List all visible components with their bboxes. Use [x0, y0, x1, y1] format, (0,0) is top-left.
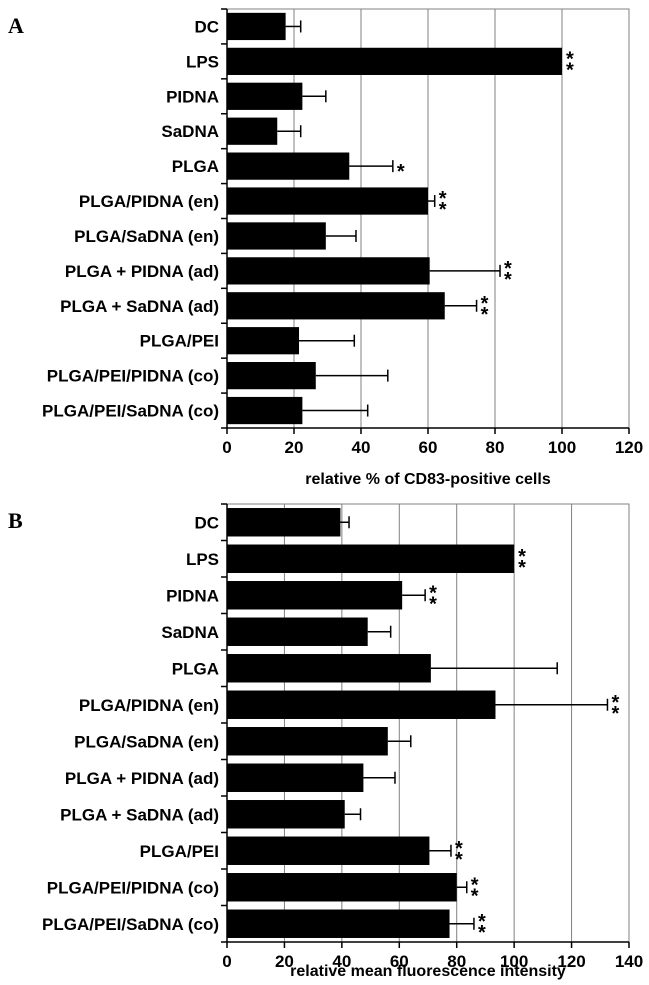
significance-marker: *: [518, 546, 526, 568]
bar: [227, 836, 430, 865]
bar: [227, 187, 428, 215]
significance-marker: *: [439, 199, 447, 221]
bar: [227, 327, 300, 355]
bar: [227, 508, 341, 537]
x-tick-label: 60: [390, 952, 409, 971]
bar: [227, 257, 430, 285]
bar: [227, 800, 345, 829]
bar: [227, 909, 450, 938]
x-tick-label: 20: [285, 438, 304, 457]
panel-label: B: [8, 508, 23, 533]
x-tick-label: 40: [352, 438, 371, 457]
bar: [227, 727, 388, 756]
category-label: PLGA/SaDNA (en): [74, 227, 219, 246]
category-label: PLGA/PIDNA (en): [79, 192, 219, 211]
category-label: PLGA/PEI: [140, 332, 219, 351]
x-axis-title: relative mean fluorescence intensity: [290, 963, 566, 980]
category-label: PLGA/PEI/SaDNA (co): [42, 402, 219, 421]
significance-marker: *: [504, 269, 512, 291]
bar: [227, 222, 326, 250]
category-label: PLGA + SaDNA (ad): [60, 805, 219, 824]
significance-marker: *: [478, 911, 486, 933]
category-label: DC: [194, 513, 219, 532]
category-label: PLGA/SaDNA (en): [74, 732, 219, 751]
category-label: LPS: [186, 550, 219, 569]
significance-marker: *: [455, 838, 463, 860]
x-tick-label: 0: [222, 952, 231, 971]
category-label: PLGA/PEI/PIDNA (co): [47, 878, 219, 897]
significance-marker: *: [478, 922, 486, 944]
bar: [227, 292, 445, 320]
category-label: PLGA/PEI/PIDNA (co): [47, 367, 219, 386]
x-tick-label: 80: [447, 952, 466, 971]
bar: [227, 873, 457, 902]
x-tick-label: 80: [486, 438, 505, 457]
significance-marker: *: [471, 885, 479, 907]
x-axis-title: relative % of CD83-positive cells: [305, 471, 551, 488]
bar: [227, 654, 431, 683]
category-label: PIDNA: [166, 87, 219, 106]
bar: [227, 82, 303, 110]
significance-marker: *: [481, 293, 489, 315]
significance-marker: *: [481, 304, 489, 326]
x-tick-label: 100: [548, 438, 576, 457]
bar: [227, 581, 403, 610]
significance-marker: *: [611, 703, 619, 725]
bar: [227, 362, 316, 390]
category-label: PLGA: [172, 659, 219, 678]
x-tick-label: 0: [222, 438, 231, 457]
category-label: PLGA: [172, 157, 219, 176]
category-label: SaDNA: [161, 122, 219, 141]
category-label: PLGA/PEI: [140, 842, 219, 861]
x-tick-label: 120: [615, 438, 643, 457]
x-tick-label: 120: [557, 952, 585, 971]
significance-marker: *: [518, 557, 526, 579]
category-label: PLGA + PIDNA (ad): [65, 262, 219, 281]
category-label: PLGA/PEI/SaDNA (co): [42, 915, 219, 934]
significance-marker: *: [429, 582, 437, 604]
bar: [227, 152, 350, 180]
significance-marker: *: [566, 48, 574, 70]
x-tick-label: 100: [500, 952, 528, 971]
significance-marker: *: [471, 874, 479, 896]
bar: [227, 763, 364, 792]
significance-marker: *: [439, 188, 447, 210]
significance-marker: *: [397, 161, 405, 183]
category-label: PLGA + PIDNA (ad): [65, 769, 219, 788]
category-label: PLGA + SaDNA (ad): [60, 297, 219, 316]
significance-marker: *: [566, 59, 574, 81]
x-tick-label: 60: [419, 438, 438, 457]
significance-marker: *: [455, 849, 463, 871]
bar: [227, 617, 368, 646]
bar: [227, 690, 496, 719]
significance-marker: *: [429, 593, 437, 615]
bar: [227, 396, 303, 425]
significance-marker: *: [611, 692, 619, 714]
category-label: PLGA/PIDNA (en): [79, 696, 219, 715]
x-tick-label: 20: [275, 952, 294, 971]
category-label: DC: [194, 17, 219, 36]
panel-label: A: [8, 13, 24, 38]
category-label: SaDNA: [161, 623, 219, 642]
x-tick-label: 140: [615, 952, 643, 971]
bar: [227, 544, 515, 573]
bar: [227, 117, 278, 145]
bar: [227, 12, 286, 41]
x-tick-label: 40: [332, 952, 351, 971]
category-label: LPS: [186, 52, 219, 71]
bar: [227, 47, 562, 75]
significance-marker: *: [504, 258, 512, 280]
category-label: PIDNA: [166, 586, 219, 605]
